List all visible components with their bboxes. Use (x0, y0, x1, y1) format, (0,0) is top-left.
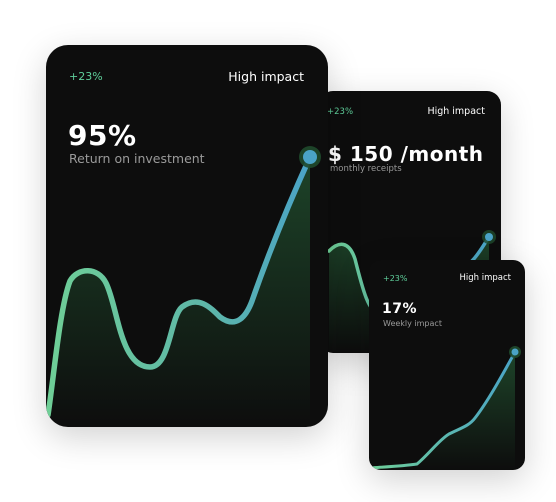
weekly-impact-chart (369, 346, 521, 470)
weekly-impact-card: +23% High impact 17% Weekly impact (369, 260, 525, 470)
monthly-caption: monthly receipts (330, 164, 402, 174)
roi-card: +23% High impact 95% Return on investmen… (46, 45, 328, 427)
weekly-area (369, 352, 515, 470)
monthly-value: $ 150 /month (328, 142, 484, 166)
weekly-end-point (511, 348, 519, 356)
weekly-value: 17% (382, 301, 418, 317)
roi-area (48, 157, 310, 427)
monthly-badge: +23% (327, 107, 354, 117)
roi-value: 95% (68, 119, 137, 152)
weekly-badge: +23% (383, 274, 408, 283)
roi-line (46, 154, 313, 418)
weekly-line (369, 350, 517, 470)
roi-chart (46, 146, 321, 427)
roi-badge: +23% (69, 70, 103, 83)
monthly-end-point-core (485, 233, 493, 241)
roi-caption: Return on investment (69, 151, 205, 166)
monthly-tag: High impact (427, 106, 485, 117)
roi-end-point (303, 150, 317, 164)
roi-tag: High impact (228, 69, 304, 84)
weekly-tag: High impact (459, 273, 512, 283)
weekly-caption: Weekly impact (383, 319, 442, 328)
